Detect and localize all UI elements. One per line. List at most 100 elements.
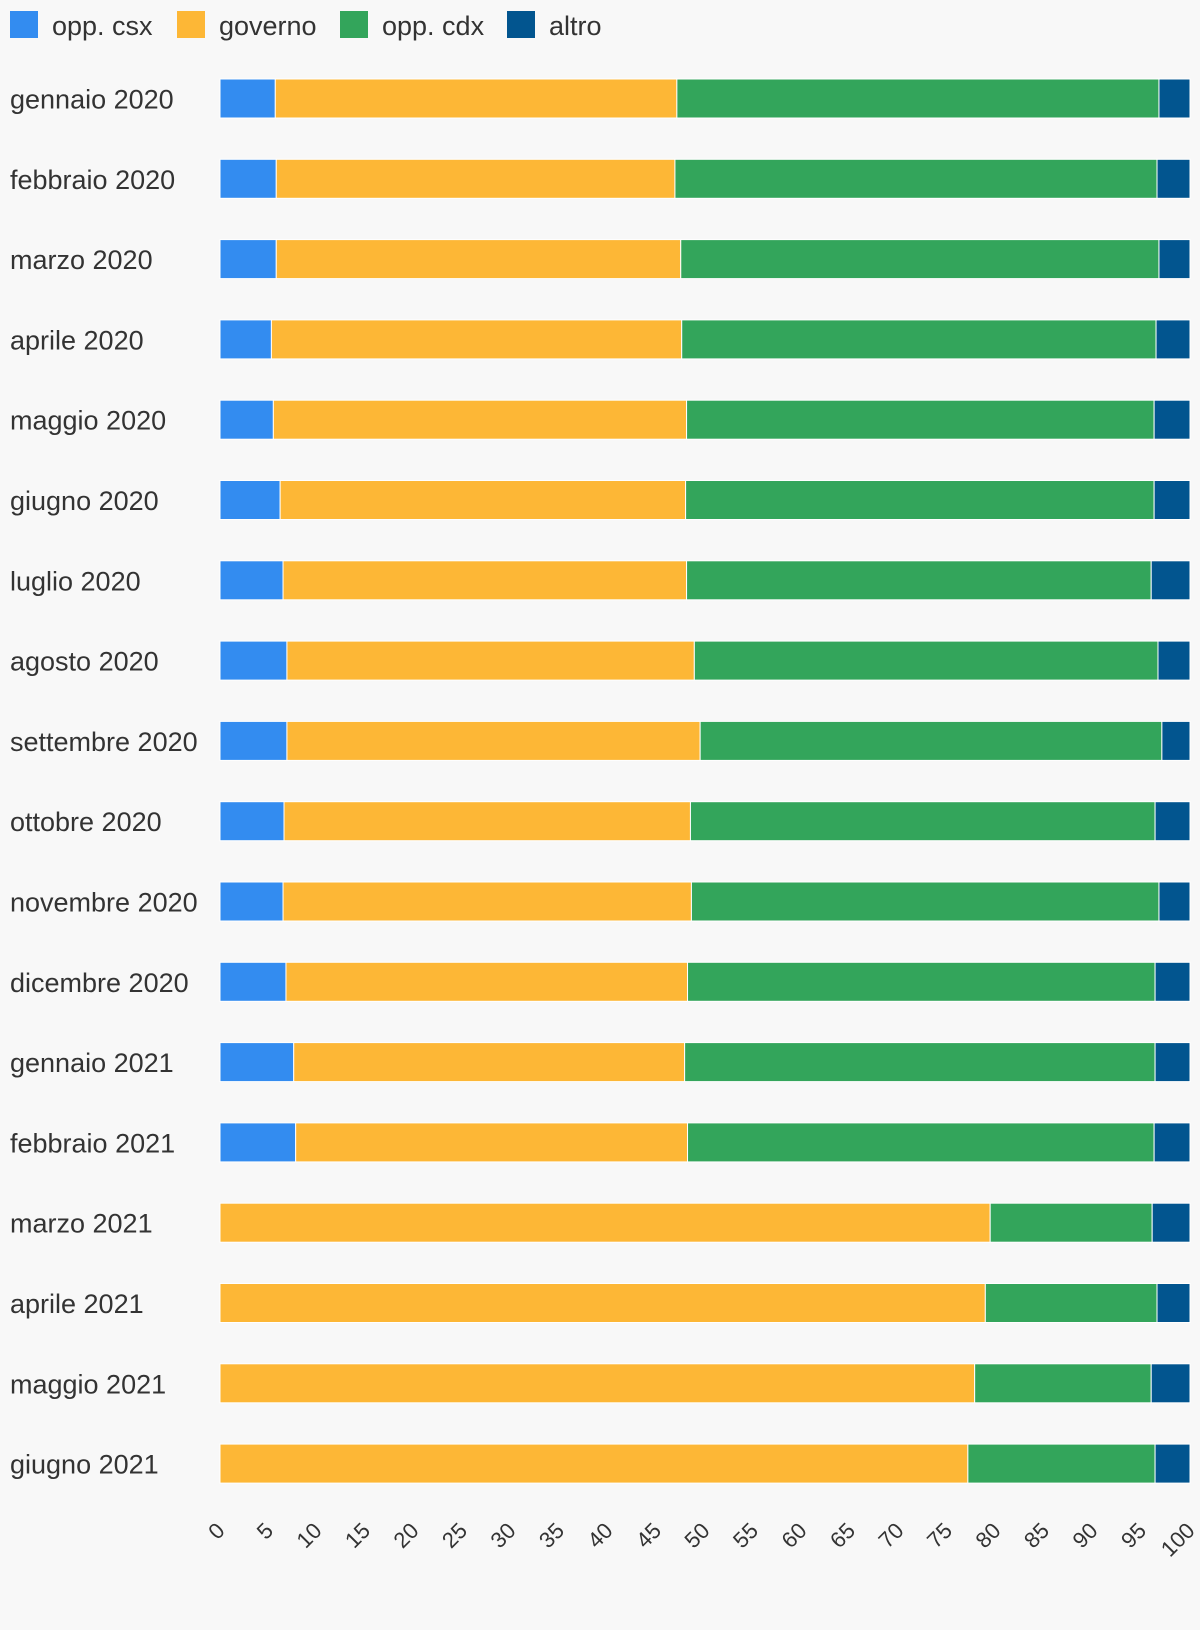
- legend-label-1: governo: [219, 11, 317, 41]
- x-tick-label: 60: [777, 1518, 812, 1553]
- x-tick-label: 0: [203, 1518, 229, 1544]
- bar-segment: [1158, 881, 1191, 922]
- bar-segment: [974, 1363, 1152, 1404]
- x-tick-label: 45: [631, 1518, 666, 1553]
- bar-segment: [967, 1443, 1156, 1484]
- bar-segment: [674, 158, 1158, 199]
- x-tick-label: 35: [534, 1518, 569, 1553]
- bar-segment: [1153, 1122, 1191, 1163]
- category-label: febbraio 2021: [10, 1128, 175, 1158]
- bar-segment: [219, 158, 277, 199]
- bar-segment: [272, 399, 688, 440]
- bar-segment: [286, 640, 695, 681]
- x-tick-label: 90: [1068, 1518, 1103, 1553]
- bar-segment: [687, 961, 1156, 1002]
- bar-segment: [283, 801, 691, 842]
- bar-segment: [1154, 961, 1191, 1002]
- category-label: maggio 2020: [10, 406, 166, 436]
- category-label: ottobre 2020: [10, 807, 162, 837]
- bar-segment: [282, 881, 692, 922]
- bar-segment: [219, 801, 285, 842]
- bar-segment: [684, 1042, 1156, 1083]
- bar-segment: [219, 319, 272, 360]
- legend-label-2: opp. cdx: [382, 11, 485, 41]
- bar-segment: [270, 319, 683, 360]
- bar-segment: [1155, 319, 1191, 360]
- bar-segment: [219, 1122, 297, 1163]
- bar-segment: [1154, 1042, 1191, 1083]
- x-tick-label: 95: [1116, 1518, 1151, 1553]
- bar-segment: [286, 720, 701, 761]
- bar-segment: [1153, 399, 1191, 440]
- category-label: febbraio 2020: [10, 165, 175, 195]
- bar-segment: [676, 78, 1160, 119]
- bar-segment: [219, 1363, 976, 1404]
- bar-segment: [219, 961, 287, 1002]
- x-tick-label: 40: [583, 1518, 618, 1553]
- bar-segment: [1158, 239, 1191, 280]
- x-tick-label: 75: [922, 1518, 957, 1553]
- category-label: maggio 2021: [10, 1369, 166, 1399]
- bar-segment: [699, 720, 1163, 761]
- bar-segment: [219, 1283, 986, 1323]
- x-tick-label: 20: [389, 1518, 424, 1553]
- x-tick-label: 100: [1156, 1518, 1200, 1562]
- bar-segment: [219, 881, 284, 922]
- category-label: aprile 2021: [10, 1289, 144, 1319]
- bar-segment: [219, 640, 288, 681]
- category-label: dicembre 2020: [10, 968, 189, 998]
- bar-segment: [219, 480, 281, 520]
- legend-label-0: opp. csx: [52, 11, 153, 41]
- bar-segment: [275, 158, 676, 199]
- x-tick-label: 25: [437, 1518, 472, 1553]
- category-label: giugno 2021: [10, 1450, 159, 1480]
- bar-segment: [293, 1042, 686, 1083]
- bar-segment: [693, 640, 1159, 681]
- bar-segment: [1158, 78, 1191, 119]
- legend-swatch-0: [10, 11, 38, 38]
- bar-segment: [219, 720, 288, 761]
- legend-swatch-3: [507, 11, 535, 38]
- bar-segment: [219, 78, 276, 119]
- category-label: aprile 2020: [10, 325, 144, 355]
- x-tick-label: 10: [292, 1518, 327, 1553]
- bar-segment: [219, 560, 284, 601]
- bar-segment: [275, 239, 682, 280]
- category-label: giugno 2020: [10, 486, 159, 516]
- bar-segment: [219, 1202, 991, 1243]
- category-label: settembre 2020: [10, 727, 198, 757]
- x-tick-label: 80: [971, 1518, 1006, 1553]
- bar-segment: [689, 801, 1156, 842]
- bar-segment: [219, 399, 274, 440]
- category-label: novembre 2020: [10, 888, 198, 918]
- bar-segment: [989, 1202, 1153, 1243]
- bar-segment: [219, 1443, 969, 1484]
- x-tick-label: 70: [874, 1518, 909, 1553]
- bar-segment: [686, 560, 1152, 601]
- x-tick-label: 65: [825, 1518, 860, 1553]
- category-label: marzo 2020: [10, 245, 153, 275]
- bar-segment: [1150, 560, 1191, 601]
- category-label: luglio 2020: [10, 566, 141, 596]
- bar-segment: [1156, 158, 1191, 199]
- bar-segment: [984, 1283, 1158, 1323]
- bar-segment: [680, 239, 1160, 280]
- bar-segment: [1153, 480, 1191, 520]
- category-label: agosto 2020: [10, 647, 159, 677]
- x-tick-label: 55: [728, 1518, 763, 1553]
- bar-segment: [1157, 640, 1191, 681]
- bar-segment: [1161, 720, 1191, 761]
- x-tick-label: 30: [486, 1518, 521, 1553]
- bar-segment: [274, 78, 678, 119]
- legend-swatch-1: [177, 11, 205, 38]
- category-label: gennaio 2021: [10, 1048, 174, 1078]
- category-label: marzo 2021: [10, 1209, 153, 1239]
- x-tick-label: 5: [252, 1518, 278, 1544]
- legend-label-3: altro: [549, 11, 602, 41]
- bar-segment: [285, 961, 689, 1002]
- bar-segment: [1156, 1283, 1191, 1323]
- x-tick-label: 85: [1019, 1518, 1054, 1553]
- bar-segment: [1151, 1202, 1191, 1243]
